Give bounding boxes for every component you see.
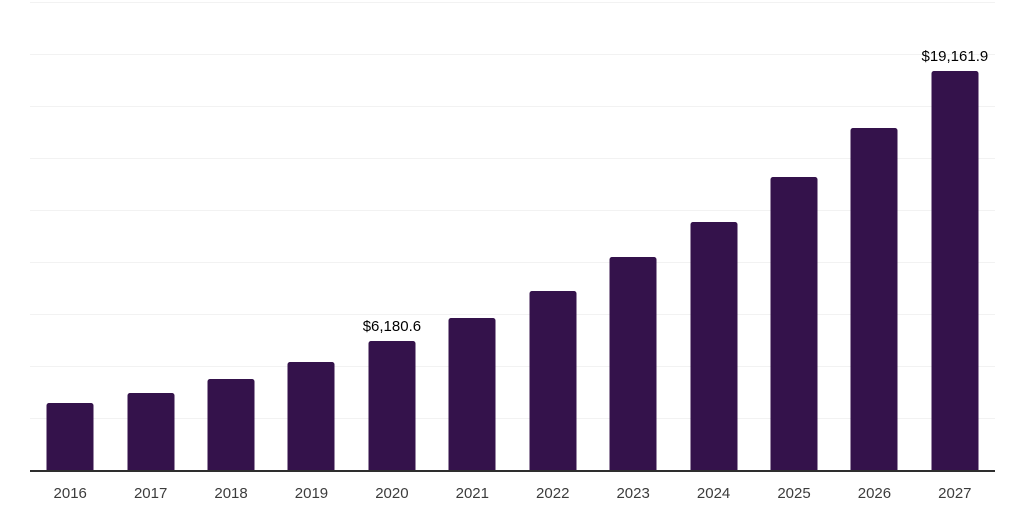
bar-group-2019	[271, 2, 351, 470]
gridline	[30, 314, 995, 315]
x-tick-2019: 2019	[294, 485, 329, 502]
bar-group-2024	[673, 2, 753, 470]
bar-group-2018	[191, 2, 271, 470]
gridline	[30, 158, 995, 159]
x-tick-2020: 2020	[375, 485, 409, 502]
gridline	[30, 54, 995, 55]
x-tick-2025: 2025	[777, 485, 811, 502]
gridline	[30, 366, 995, 367]
bar-group-2022	[513, 2, 593, 470]
bar-2017	[127, 392, 175, 470]
bar-2022	[529, 290, 577, 470]
bar-2016	[46, 403, 94, 470]
x-tick-2022: 2022	[536, 485, 570, 502]
x-tick-2027: 2027	[938, 485, 972, 502]
bar-group-2025	[754, 2, 834, 470]
bar-2026	[850, 127, 898, 470]
bar-2019	[287, 361, 335, 470]
bar-group-2026	[834, 2, 914, 470]
bar-2024	[690, 221, 738, 470]
x-axis-ticks: 2016 2017 2018 2019 2020 2021 2022 2023 2024 2025…	[30, 484, 995, 504]
gridline	[30, 2, 995, 3]
plot-area: $6,180.6 $19,161.9	[30, 2, 995, 472]
bar-group-2016	[30, 2, 110, 470]
bar-group-2020: $6,180.6	[352, 2, 432, 470]
bar-group-2023	[593, 2, 673, 470]
bar-2025	[770, 176, 818, 470]
gridline	[30, 210, 995, 211]
bar-2020	[368, 341, 416, 470]
x-tick-2026: 2026	[857, 485, 892, 502]
gridline	[30, 262, 995, 263]
x-tick-2023: 2023	[616, 485, 650, 502]
x-tick-2017: 2017	[133, 485, 168, 502]
gridline	[30, 106, 995, 107]
bar-2021	[448, 318, 496, 470]
value-label-2027: $19,161.9	[921, 48, 989, 66]
x-tick-2021: 2021	[455, 485, 489, 502]
bar-2023	[609, 257, 657, 470]
x-tick-2016: 2016	[53, 485, 87, 502]
bar-2018	[207, 379, 255, 470]
bar-group-2017	[110, 2, 190, 470]
x-tick-2018: 2018	[214, 485, 248, 502]
x-tick-2024: 2024	[696, 485, 731, 502]
bar-2027	[931, 71, 979, 470]
bar-group-2027: $19,161.9	[915, 2, 995, 470]
bar-group-2021	[432, 2, 512, 470]
gridline	[30, 418, 995, 419]
bars-layer: $6,180.6 $19,161.9	[30, 2, 995, 470]
value-label-2020: $6,180.6	[362, 318, 422, 336]
